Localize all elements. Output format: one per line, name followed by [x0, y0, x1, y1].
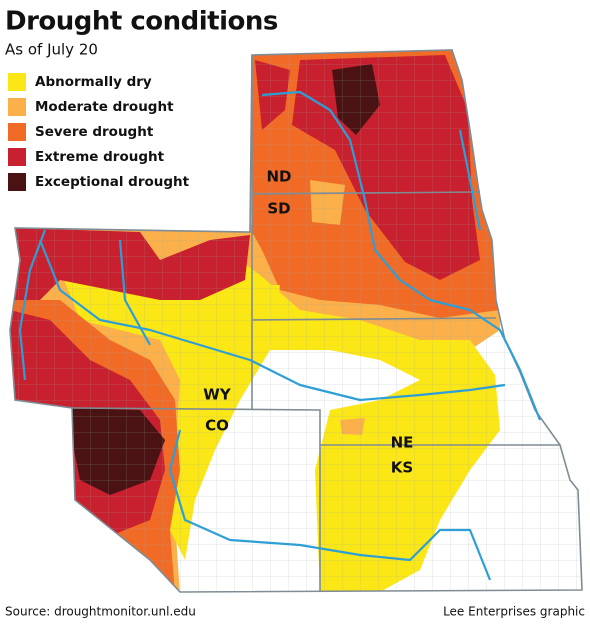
- legend: Abnormally dry Moderate drought Severe dro…: [8, 73, 190, 191]
- state-border: [251, 317, 497, 321]
- region-outline: [9, 49, 583, 593]
- river: [38, 239, 506, 402]
- state-label: KS: [391, 459, 413, 477]
- map-subtitle: As of July 20: [5, 41, 98, 59]
- state-labels: ND SD WY CO NE KS: [203, 168, 413, 477]
- credit-note: Lee Enterprises graphic: [443, 605, 585, 619]
- legend-label: Exceptional drought: [35, 174, 190, 190]
- river: [168, 429, 492, 581]
- legend-swatch: [8, 173, 26, 191]
- river: [18, 229, 47, 381]
- river: [118, 239, 151, 346]
- legend-swatch: [8, 98, 26, 116]
- legend-label: Severe drought: [35, 124, 154, 140]
- state-label: SD: [267, 200, 290, 218]
- state-border: [71, 407, 321, 592]
- rivers: [18, 90, 542, 581]
- legend-swatch: [8, 73, 26, 91]
- source-note: Source: droughtmonitor.unl.edu: [5, 605, 196, 619]
- legend-label: Extreme drought: [35, 149, 165, 165]
- river: [261, 90, 542, 421]
- legend-swatch: [8, 148, 26, 166]
- state-label: ND: [266, 168, 291, 186]
- river: [458, 129, 482, 231]
- legend-label: Abnormally dry: [35, 74, 152, 90]
- legend-swatch: [8, 123, 26, 141]
- state-border: [251, 191, 481, 195]
- state-label: WY: [203, 386, 232, 404]
- state-label: CO: [205, 417, 229, 435]
- state-label: NE: [391, 434, 414, 452]
- map-title: Drought conditions: [5, 7, 278, 37]
- state-borders: [9, 49, 583, 593]
- legend-label: Moderate drought: [35, 99, 174, 115]
